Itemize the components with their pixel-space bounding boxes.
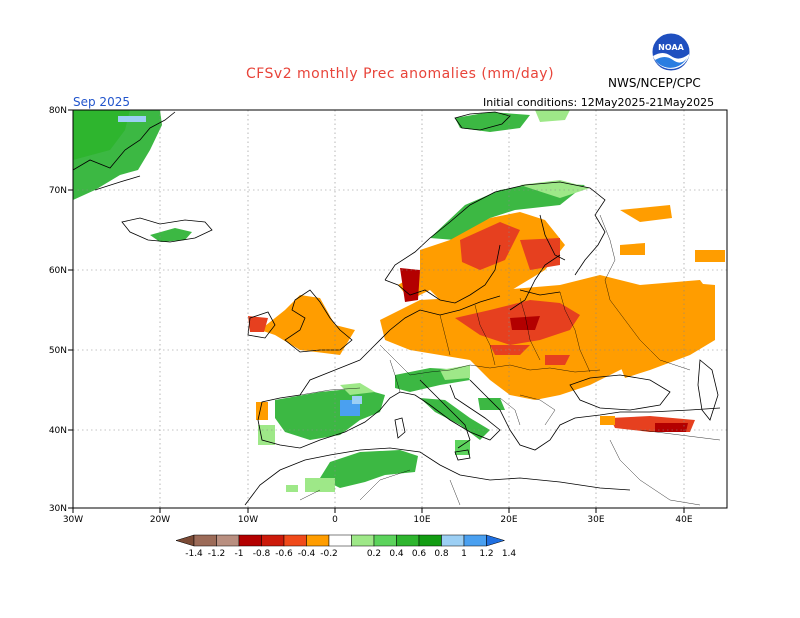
russia-dry	[620, 205, 672, 222]
legend-swatch	[396, 534, 420, 547]
map-frame	[72, 109, 728, 509]
legend-label: 0.4	[389, 549, 404, 559]
x-tick-label: 10E	[413, 515, 430, 525]
legend-swatch	[216, 534, 240, 547]
north-africa-wet	[320, 450, 418, 488]
legend-label: -0.6	[275, 549, 293, 559]
north-scandinavia-wet	[430, 183, 585, 240]
x-tick-label: 20E	[500, 515, 517, 525]
chart-title: CFSv2 monthly Prec anomalies (mm/day)	[245, 66, 555, 82]
legend-label: 1	[461, 549, 467, 559]
init-conditions-label: Initial conditions: 12May2025-21May2025	[483, 96, 715, 109]
y-tick-label: 80N	[49, 106, 67, 116]
iceland-wet	[150, 228, 192, 242]
legend-label: -1.4	[185, 549, 203, 559]
tick-marks	[68, 109, 685, 513]
legend-label: -0.8	[253, 549, 271, 559]
legend-swatch	[306, 534, 330, 547]
legend-swatch	[373, 534, 397, 547]
legend-arrow-high	[486, 534, 506, 547]
gridlines	[73, 110, 727, 508]
y-tick-label: 40N	[49, 426, 67, 436]
x-tick-label: 20W	[150, 515, 170, 525]
legend-colorbar	[175, 534, 506, 547]
legend-label: -0.4	[298, 549, 316, 559]
legend-arrow-low	[175, 534, 195, 547]
legend-swatch	[193, 534, 217, 547]
legend-label: -1	[235, 549, 244, 559]
legend-swatch	[328, 534, 352, 547]
legend-swatch	[283, 534, 307, 547]
x-tick-label: 30E	[587, 515, 604, 525]
x-tick-label: 10W	[238, 515, 258, 525]
legend-swatch	[351, 534, 375, 547]
anomaly-shading	[73, 110, 725, 492]
agency-label: NWS/NCEP/CPC	[608, 76, 701, 90]
legend-swatch	[238, 534, 262, 547]
x-tick-label: 40E	[675, 515, 692, 525]
svalbard-wet	[455, 112, 530, 132]
legend-label: 0.2	[367, 549, 381, 559]
coastlines	[72, 111, 721, 506]
legend-swatch	[463, 534, 487, 547]
legend-label: -0.2	[320, 549, 338, 559]
legend-swatch	[441, 534, 465, 547]
legend-label: 1.2	[479, 549, 493, 559]
valid-month-label: Sep 2025	[73, 95, 130, 109]
noaa-logo-icon: NOAA	[651, 32, 691, 72]
legend-label: 0.6	[412, 549, 427, 559]
x-tick-label: 30W	[63, 515, 83, 525]
y-tick-label: 50N	[49, 346, 67, 356]
country-borders	[299, 214, 721, 506]
legend-swatch	[261, 534, 285, 547]
x-tick-label: 0	[332, 515, 338, 525]
legend-swatch	[418, 534, 442, 547]
legend-label: -1.2	[208, 549, 226, 559]
uk-dry	[260, 295, 355, 355]
legend-labels: -1.4 -1.2 -1 -0.8 -0.6 -0.4 -0.2 0.2 0.4 0.6 0.8 1 1…	[185, 549, 516, 559]
y-tick-label: 30N	[49, 504, 67, 514]
y-tick-label: 60N	[49, 266, 67, 276]
y-tick-label: 70N	[49, 186, 67, 196]
legend-label: 1.4	[502, 549, 517, 559]
logo-text: NOAA	[658, 43, 684, 52]
legend-label: 0.8	[434, 549, 449, 559]
